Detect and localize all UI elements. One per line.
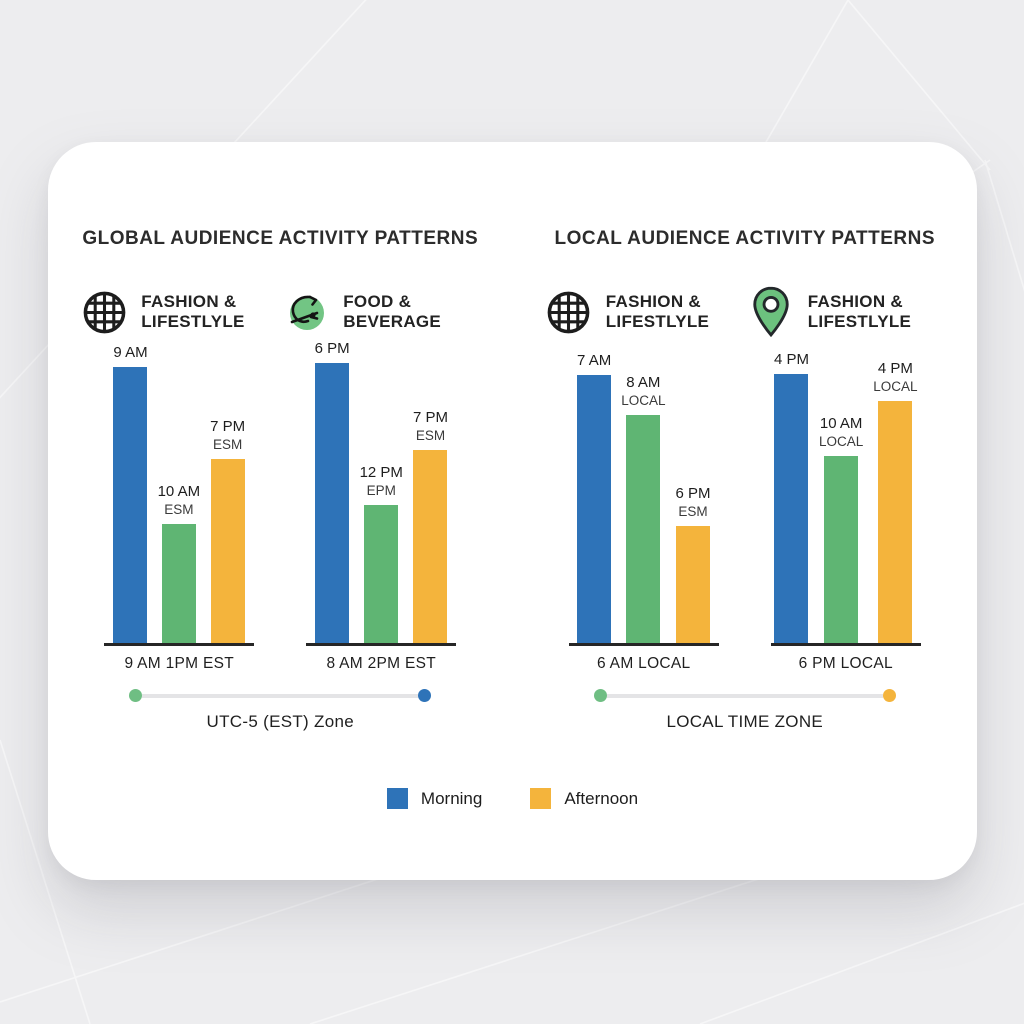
bar-value-label: 6 PM ESM [675, 484, 711, 520]
bar-value-label: 10 AM ESM [157, 482, 201, 518]
timeline-bar [593, 689, 896, 702]
chart-group: FASHION & LIFESTLYLE 9 AM 10 AM ESM 7 PM ESM 9 … [83, 286, 255, 673]
bar-afternoon [210, 459, 245, 643]
bar-value-label: 7 PM ESM [412, 408, 448, 444]
bar-column-afternoon: 6 PM ESM [675, 484, 711, 643]
bar-value-label: 9 AM [113, 343, 148, 361]
bar-morning [113, 367, 148, 643]
legend: Morning Afternoon [48, 788, 977, 809]
bar-chart: 4 PM 10 AM LOCAL 4 PM LOCAL [770, 346, 921, 646]
timezone-indicator-local: LOCAL TIME ZONE [593, 689, 896, 732]
category-icon-box [747, 286, 795, 338]
bar-midday [824, 456, 859, 643]
legend-item-morning: Morning [386, 788, 483, 809]
bar-chart: 6 PM 12 PM EPM 7 PM ESM [306, 340, 457, 646]
global-charts-row: FASHION & LIFESTLYLE 9 AM 10 AM ESM 7 PM ESM 9 … [83, 286, 457, 673]
chart-category-title: FASHION & LIFESTLYLE [605, 291, 710, 331]
chart-category-title: FOOD & BEVERAGE [343, 291, 442, 331]
bar-column-morning: 9 AM [113, 343, 148, 643]
food-beverage-icon [290, 295, 325, 330]
panels-row: GLOBAL AUDIENCE ACTIVITY PATTERNS FASHIO… [48, 228, 977, 732]
section-title-global: GLOBAL AUDIENCE ACTIVITY PATTERNS [82, 228, 479, 249]
bar-value-label: 8 AM LOCAL [621, 373, 666, 409]
chart-category-header: FASHION & LIFESTLYLE [545, 286, 745, 338]
timeline-end-dot [882, 689, 896, 702]
bar-chart: 7 AM 8 AM LOCAL 6 PM ESM [568, 346, 719, 646]
chart-group: FASHION & LIFESTLYLE 4 PM 10 AM LOCAL 4 PM LOC… [753, 286, 921, 673]
chart-group: FOOD & BEVERAGE 6 PM 12 PM EPM 7 PM ESM 8 AM 2P… [290, 286, 457, 673]
bar-midday [161, 524, 196, 643]
legend-swatch [386, 788, 408, 809]
bar-afternoon [878, 401, 913, 643]
timeline-track [606, 693, 883, 698]
timezone-label: LOCAL TIME ZONE [666, 712, 824, 731]
bar-chart: 9 AM 10 AM ESM 7 PM ESM [104, 343, 255, 646]
bar-column-afternoon: 4 PM LOCAL [873, 359, 918, 643]
x-axis-label: 6 PM LOCAL [798, 655, 893, 672]
infographic-card: GLOBAL AUDIENCE ACTIVITY PATTERNS FASHIO… [48, 142, 977, 880]
bar-morning [774, 374, 809, 643]
x-axis-label: 6 AM LOCAL [597, 655, 691, 672]
location-pin-icon [753, 286, 789, 338]
timeline-start-dot [593, 689, 607, 702]
bar-column-afternoon: 7 PM ESM [413, 408, 448, 643]
bar-column-morning: 4 PM [773, 350, 809, 643]
bar-afternoon [413, 450, 448, 643]
chart-category-header: FASHION & LIFESTLYLE [80, 286, 280, 338]
bar-column-midday: 12 PM EPM [360, 463, 403, 643]
bar-morning [315, 363, 350, 643]
bar-column-midday: 10 AM ESM [157, 482, 201, 643]
bar-value-label: 10 AM LOCAL [818, 414, 864, 450]
chart-group: FASHION & LIFESTLYLE 7 AM 8 AM LOCAL 6 PM ESM 6… [547, 286, 719, 673]
timeline-end-dot [418, 689, 432, 702]
timeline-start-dot [129, 689, 143, 702]
bar-afternoon [675, 526, 710, 643]
bar-value-label: 4 PM [773, 350, 809, 368]
timezone-indicator-global: UTC-5 (EST) Zone [129, 689, 432, 732]
globe-icon [547, 291, 590, 333]
bar-value-label: 7 PM ESM [210, 417, 246, 453]
chart-category-header: FOOD & BEVERAGE [282, 286, 482, 338]
bar-morning [577, 375, 612, 643]
timezone-label: UTC-5 (EST) Zone [206, 712, 354, 731]
x-axis-label: 8 AM 2PM EST [326, 655, 437, 672]
bar-midday [364, 505, 399, 643]
bar-column-midday: 8 AM LOCAL [621, 373, 665, 643]
chart-category-title: FASHION & LIFESTLYLE [141, 291, 245, 331]
bar-value-label: 7 AM [577, 351, 612, 369]
section-title-local: LOCAL AUDIENCE ACTIVITY PATTERNS [554, 228, 936, 249]
timeline-bar [129, 689, 432, 702]
local-section: LOCAL AUDIENCE ACTIVITY PATTERNS FASHION… [513, 228, 978, 732]
category-icon-box [282, 286, 330, 338]
legend-swatch [530, 788, 552, 809]
bar-column-morning: 6 PM [314, 339, 350, 643]
chart-category-title: FASHION & LIFESTLYLE [807, 291, 912, 331]
bar-midday [626, 415, 661, 643]
bar-column-afternoon: 7 PM ESM [210, 417, 245, 643]
global-section: GLOBAL AUDIENCE ACTIVITY PATTERNS FASHIO… [48, 228, 513, 732]
legend-label: Afternoon [564, 788, 639, 808]
legend-label: Morning [420, 788, 483, 808]
bar-column-midday: 10 AM LOCAL [819, 414, 863, 643]
globe-icon [83, 291, 126, 333]
x-axis-label: 9 AM 1PM EST [124, 655, 235, 672]
local-charts-row: FASHION & LIFESTLYLE 7 AM 8 AM LOCAL 6 PM ESM 6… [547, 286, 921, 673]
bar-value-label: 12 PM EPM [359, 463, 403, 499]
category-icon-box [80, 286, 128, 338]
chart-category-header: FASHION & LIFESTLYLE [747, 286, 947, 338]
timeline-track [142, 693, 419, 698]
bar-value-label: 6 PM [314, 339, 350, 357]
bar-value-label: 4 PM LOCAL [873, 359, 918, 395]
legend-item-afternoon: Afternoon [530, 788, 638, 809]
category-icon-box [545, 286, 593, 338]
bar-column-morning: 7 AM [577, 351, 612, 643]
